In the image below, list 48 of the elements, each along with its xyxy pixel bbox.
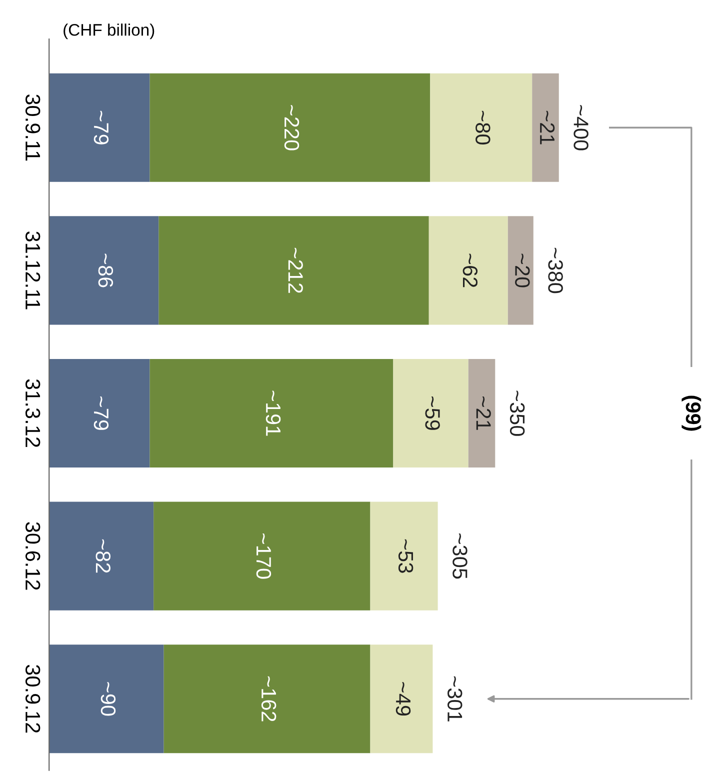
bar [49, 216, 159, 325]
bar [370, 644, 433, 754]
chart-subtitle: (CHF billion) [64, 24, 154, 40]
bar [158, 216, 429, 325]
bar [150, 358, 394, 468]
bar [532, 73, 559, 182]
y-tick-label: 31.3.12 [25, 379, 40, 447]
data-label: ~191 [266, 390, 281, 436]
total-label: ~305 [452, 534, 468, 579]
total-label: ~400 [574, 105, 588, 150]
bar [49, 502, 154, 610]
bar [49, 73, 150, 182]
data-label: ~90 [100, 682, 116, 716]
total-label: ~350 [510, 390, 525, 436]
bar [370, 502, 438, 610]
data-label: ~82 [96, 539, 111, 573]
y-tick-label: 31.12.11 [25, 231, 40, 310]
data-label: ~49 [396, 682, 411, 716]
y-tick-label: 30.9.11 [25, 94, 40, 161]
bar [468, 358, 496, 468]
data-label: ~62 [462, 254, 478, 288]
data-label: ~21 [540, 110, 555, 144]
bar [154, 502, 370, 610]
data-label: ~162 [261, 676, 276, 722]
bar [428, 216, 508, 325]
bar [150, 73, 430, 182]
bar [49, 644, 164, 754]
bar [164, 644, 370, 754]
data-label: ~59 [425, 396, 440, 430]
data-label: ~80 [476, 110, 490, 144]
data-label: ~86 [98, 254, 114, 288]
bar [49, 358, 150, 468]
bar [508, 216, 534, 325]
data-label: ~21 [476, 396, 491, 430]
bar [393, 358, 468, 468]
y-tick-label: 30.9.12 [25, 664, 40, 733]
data-label: ~212 [288, 248, 303, 293]
data-label: ~79 [94, 396, 109, 430]
bar [430, 73, 532, 182]
data-label: ~53 [398, 539, 414, 573]
data-label: ~79 [94, 110, 109, 144]
data-label: ~170 [256, 534, 272, 579]
total-label: ~380 [548, 248, 563, 294]
data-label: ~20 [515, 254, 530, 288]
y-tick-label: 30.6.12 [25, 522, 40, 590]
data-label: ~220 [284, 105, 300, 150]
text: (99) [682, 396, 702, 431]
total-label: ~301 [448, 676, 462, 722]
